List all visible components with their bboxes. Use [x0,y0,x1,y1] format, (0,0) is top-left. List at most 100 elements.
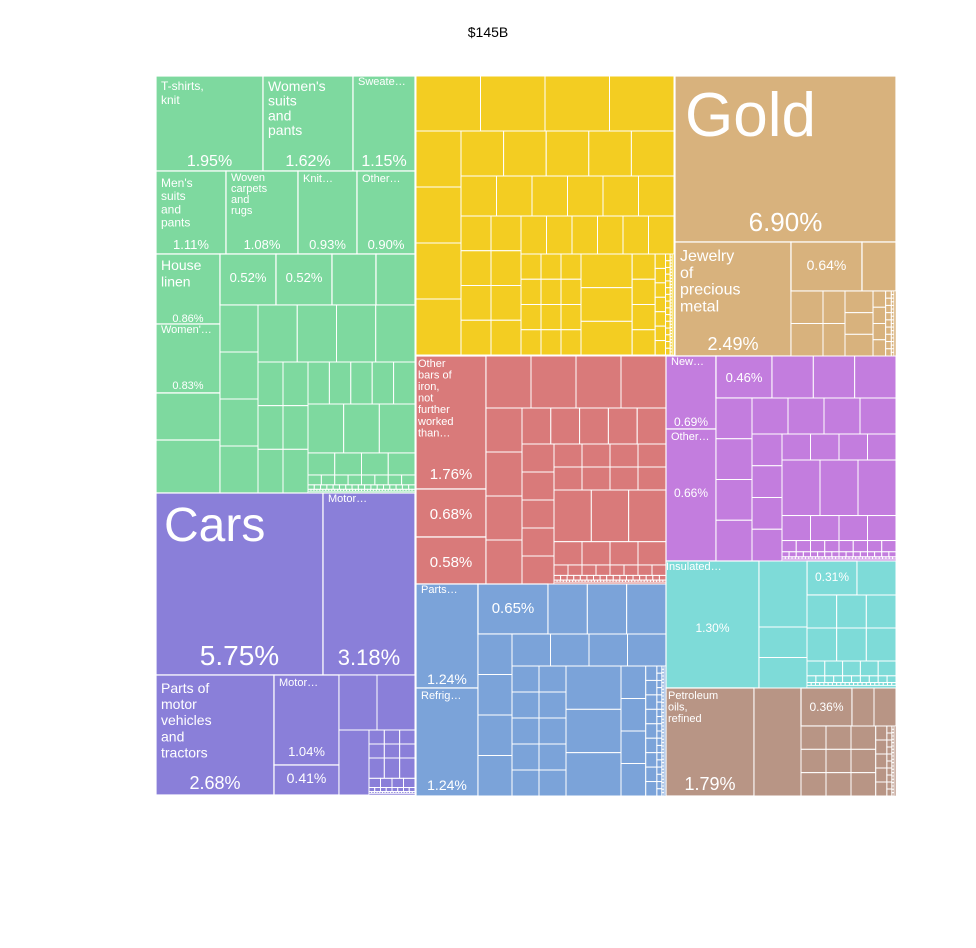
minerals-cell [873,687,897,727]
minerals-cell [825,725,852,750]
metals-cell [595,564,611,576]
chemicals-cell [831,551,840,558]
electronics-cell [836,682,842,687]
chemicals-cell [781,515,811,542]
textiles-cell [370,484,378,490]
minerals-cell [891,775,895,780]
textiles-cell [411,488,416,492]
minerals-cell [875,753,888,769]
food-cell [571,215,598,255]
chemicals-cell [875,556,880,560]
metals-tile [415,355,487,490]
textiles-cell [338,484,347,490]
precious metals-cell [844,290,874,314]
chemicals-cell [795,551,804,558]
textiles-cell [307,484,315,490]
precious metals-cell [885,341,892,350]
food-cell [665,327,671,336]
textiles-tile-label: Women'… [161,324,212,336]
chemicals-cell [812,355,856,399]
metals-cell [521,499,555,529]
textiles-tile-label: suits [268,93,297,109]
machines-cell [661,702,665,707]
precious metals-cell [822,290,846,324]
food-cell [654,325,667,342]
chemicals-cell [781,459,821,517]
metals-tile-label: worked [417,416,453,428]
textiles-tile-value: 1.08% [244,237,281,252]
textiles-tile [375,253,416,306]
minerals-cell [891,745,895,750]
textiles-cell [336,304,377,363]
chemicals-cell [851,556,857,560]
precious metals-cell [890,351,895,357]
electronics-cell [836,627,867,662]
chemicals-tile [665,428,717,562]
machines-cell [511,691,540,719]
vehicles-cell [399,757,416,779]
chemicals-cell [791,556,796,560]
chemicals-cell [852,540,868,553]
electronics-cell [806,682,812,687]
metals-cell [636,407,667,445]
chemicals-cell [838,515,868,542]
chemicals-cell [838,433,868,461]
food-cell [490,250,522,286]
textiles-cell [282,405,309,450]
textiles-cell [282,361,309,407]
machines-cell [661,745,665,750]
machines-cell [661,775,665,780]
machines-cell [656,672,663,681]
machines-cell [588,633,628,667]
food-cell [520,304,542,331]
electronics-cell [851,675,861,684]
minerals-cell [753,687,802,797]
chemicals-cell [784,556,790,560]
metals-cell [625,574,634,581]
electronics-cell [806,675,817,684]
textiles-cell [257,405,284,450]
chemicals-cell [867,433,897,461]
vehicles-cell [368,777,381,789]
minerals-tile-label: refined [668,713,702,725]
textiles-tile-value: 0.90% [368,237,405,252]
electronics-cell [758,657,808,689]
textiles-cell [328,361,352,405]
textiles-tile-label: Woven [231,172,265,184]
metals-cell [521,555,555,585]
chemicals-cell [861,556,867,560]
chemicals-tile-value: 0.66% [674,486,708,500]
textiles-tile [219,253,277,306]
machines-cell [656,773,663,783]
food-cell [415,75,481,132]
machines-cell [656,716,663,725]
minerals-cell [886,774,893,783]
vehicles-cell [368,793,416,796]
electronics-cell [886,675,897,684]
textiles-cell [257,448,284,494]
machines-cell [661,762,665,767]
food-cell [665,314,671,322]
minerals-cell [891,788,895,794]
food-cell [597,215,624,255]
textiles-tile-label: rugs [231,205,253,217]
electronics-cell [874,682,880,687]
chemicals-cell [781,556,786,560]
chemicals-cell [852,551,861,558]
chemicals-cell [771,355,814,399]
machines-tile-value: 1.24% [427,671,467,687]
precious metals-cell [885,290,892,299]
vehicles-cell [368,743,385,759]
food-cell [665,260,671,268]
minerals-cell [891,785,895,790]
minerals-cell [886,739,893,748]
food-cell [503,130,547,177]
electronics-cell [877,675,888,684]
textiles-tile [297,170,358,255]
minerals-cell [875,739,888,755]
precious metals-cell [890,333,895,339]
food-cell [654,253,667,269]
food-cell [602,175,639,217]
machines-tile-label: Parts… [421,584,458,596]
textiles-tile [331,253,377,306]
